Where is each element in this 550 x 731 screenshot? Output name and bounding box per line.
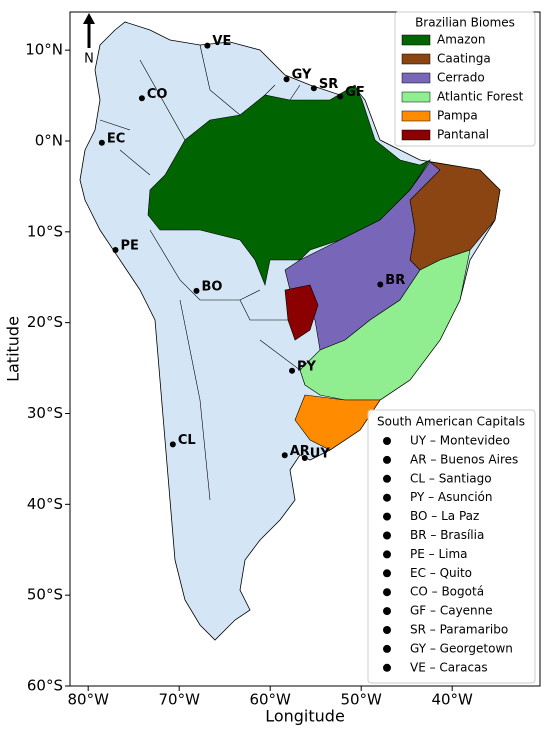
biome-legend-label: Pampa bbox=[437, 109, 478, 123]
capital-legend-label: UY – Montevideo bbox=[410, 434, 510, 448]
capital-legend-marker bbox=[383, 588, 391, 597]
y-tick-label: 10°N bbox=[25, 41, 63, 59]
capital-legend-marker bbox=[383, 455, 391, 464]
capital-legend-box bbox=[367, 409, 536, 684]
capital-point bbox=[281, 452, 288, 459]
capital-point bbox=[138, 95, 145, 102]
capital-label: PY bbox=[297, 359, 317, 374]
y-tick-label: 60°S bbox=[27, 677, 63, 695]
capital-label: AR bbox=[290, 444, 310, 459]
x-tick-label: 40°W bbox=[431, 691, 473, 709]
capital-legend-label: BO – La Paz bbox=[410, 509, 479, 523]
land bbox=[79, 21, 501, 641]
y-tick-label: 30°S bbox=[27, 404, 63, 422]
biome-legend-swatch bbox=[401, 110, 431, 122]
capital-legend-marker bbox=[383, 493, 391, 502]
biome-legend-swatch bbox=[401, 91, 431, 103]
y-axis-label: Latitude bbox=[4, 316, 23, 382]
capital-legend-title: South American Capitals bbox=[377, 415, 525, 429]
capital-legend-marker bbox=[383, 437, 391, 445]
capital-legend-label: PE – Lima bbox=[410, 547, 468, 561]
x-tick-label: 80°W bbox=[67, 691, 109, 709]
plot-frame bbox=[69, 11, 541, 687]
capital-label: CL bbox=[178, 433, 196, 448]
capital-label: CO bbox=[147, 87, 168, 102]
biome-legend-label: Pantanal bbox=[437, 128, 489, 142]
capital-legend-label: VE – Caracas bbox=[410, 660, 488, 674]
capital-point bbox=[289, 367, 296, 374]
capital-legend-label: GF – Cayenne bbox=[410, 604, 493, 618]
biome-legend-swatch bbox=[401, 34, 431, 46]
capital-legend-label: SR – Paramaribo bbox=[410, 623, 508, 637]
capital-legend-label: CL – Santiago bbox=[410, 471, 492, 485]
x-tick-label: 50°W bbox=[340, 691, 382, 709]
capital-legend-marker bbox=[383, 569, 391, 578]
x-tick-label: 70°W bbox=[158, 691, 200, 709]
biome-legend-swatch bbox=[401, 129, 431, 141]
capital-legend-label: EC – Quito bbox=[410, 566, 472, 580]
capital-point bbox=[377, 281, 384, 288]
capital-legend-marker bbox=[383, 663, 391, 672]
biome-legend-swatch bbox=[401, 53, 431, 65]
capital-legend-marker bbox=[383, 512, 391, 521]
capital-legend-marker bbox=[383, 626, 391, 634]
capital-label: VE bbox=[212, 34, 231, 49]
capital-label: SR bbox=[319, 77, 338, 92]
biome-region bbox=[294, 394, 381, 451]
capital-legend-marker bbox=[383, 644, 391, 653]
capital-point bbox=[204, 42, 211, 49]
capital-legend-marker bbox=[383, 531, 391, 540]
capital-point bbox=[337, 93, 344, 100]
north-arrow-head bbox=[83, 13, 95, 24]
capital-point bbox=[283, 76, 290, 83]
x-axis-label: Longitude bbox=[265, 707, 345, 726]
y-tick-label: 10°S bbox=[27, 222, 63, 240]
capital-legend-label: BR – Brasília bbox=[410, 528, 484, 542]
capital-legend-marker bbox=[383, 607, 391, 616]
capital-legend-label: CO – Bogotá bbox=[410, 585, 484, 599]
capital-label: BO bbox=[201, 279, 222, 294]
biome-legend-label: Cerrado bbox=[437, 71, 485, 85]
biome-region bbox=[284, 284, 319, 341]
capital-legend-label: PY – Asunción bbox=[410, 490, 492, 504]
biome-legend-label: Atlantic Forest bbox=[437, 90, 524, 104]
biome-legend-label: Caatinga bbox=[437, 52, 491, 66]
capital-label: EC bbox=[107, 131, 125, 146]
capital-legend-label: GY – Georgetown bbox=[410, 641, 513, 655]
capital-legend-label: AR – Buenos Aires bbox=[410, 452, 518, 466]
y-tick-label: 50°S bbox=[27, 586, 63, 604]
capital-legend-marker bbox=[383, 550, 391, 559]
capital-label: UY bbox=[310, 447, 331, 462]
biome-legend-title: Brazilian Biomes bbox=[415, 16, 515, 30]
y-tick-label: 20°S bbox=[27, 313, 63, 331]
capital-legend-marker bbox=[383, 474, 391, 483]
capital-label: GY bbox=[292, 68, 312, 83]
biome-legend-swatch bbox=[401, 72, 431, 84]
x-tick-label: 60°W bbox=[249, 691, 291, 709]
capital-point bbox=[193, 287, 200, 294]
capital-point bbox=[301, 455, 308, 462]
biome-region bbox=[147, 84, 431, 287]
capital-point bbox=[112, 246, 119, 253]
capital-point bbox=[98, 139, 105, 146]
biome-region bbox=[299, 249, 471, 401]
y-tick-label: 0°N bbox=[35, 131, 63, 149]
biome-legend-label: Amazon bbox=[437, 33, 486, 47]
capital-label: GF bbox=[345, 85, 365, 100]
capital-label: BR bbox=[385, 273, 405, 288]
capital-point bbox=[310, 85, 317, 92]
y-tick-label: 40°S bbox=[27, 495, 63, 513]
capital-point bbox=[169, 441, 176, 448]
capital-label: PE bbox=[120, 238, 138, 253]
north-label: N bbox=[84, 52, 94, 67]
